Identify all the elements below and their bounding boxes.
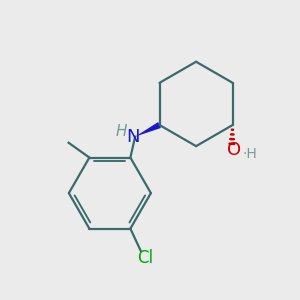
Text: N: N (126, 128, 140, 146)
Text: ·H: ·H (243, 147, 257, 161)
Text: Cl: Cl (137, 249, 153, 267)
Text: H: H (116, 124, 128, 139)
Polygon shape (135, 122, 161, 136)
Text: O: O (227, 141, 241, 159)
